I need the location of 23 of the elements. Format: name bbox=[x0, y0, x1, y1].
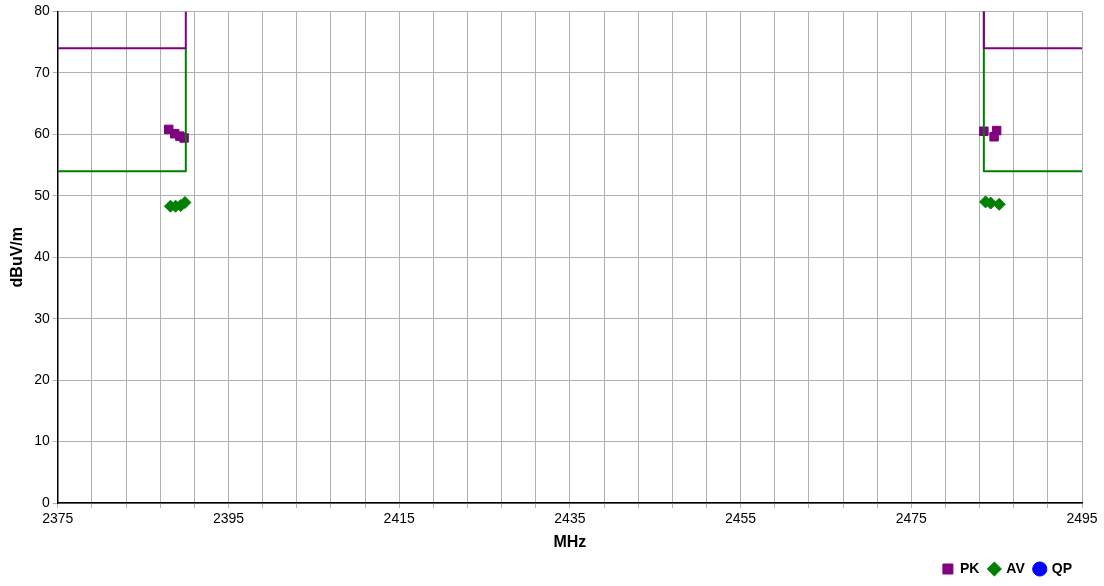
x-axis-title: MHz bbox=[553, 532, 587, 550]
y-tick-label: 10 bbox=[34, 432, 50, 449]
x-tick-label: 2375 bbox=[42, 510, 74, 527]
point bbox=[989, 132, 999, 142]
legend-label: QP bbox=[1051, 559, 1073, 576]
y-tick-label: 30 bbox=[34, 309, 50, 326]
x-tick-label: 2395 bbox=[212, 510, 245, 527]
x-tick-label: 2415 bbox=[383, 510, 415, 527]
x-tick-label: 2495 bbox=[1066, 510, 1098, 527]
x-tick-label: 2475 bbox=[895, 510, 928, 527]
x-tick-label: 2455 bbox=[725, 510, 757, 527]
x-tick-label: 2435 bbox=[554, 510, 586, 527]
y-tick-label: 70 bbox=[34, 63, 50, 80]
y-axis-title: dBuV/m bbox=[8, 226, 26, 288]
y-tick-label: 40 bbox=[34, 248, 50, 265]
y-tick-label: 20 bbox=[34, 370, 50, 387]
y-tick-label: 0 bbox=[41, 493, 50, 510]
y-tick-label: 80 bbox=[34, 2, 50, 19]
point bbox=[992, 197, 1006, 211]
y-tick-label: 50 bbox=[34, 186, 50, 203]
y-tick-label: 60 bbox=[34, 125, 50, 142]
legend-label: AV bbox=[1006, 559, 1026, 576]
legend-label: PK bbox=[959, 559, 980, 576]
